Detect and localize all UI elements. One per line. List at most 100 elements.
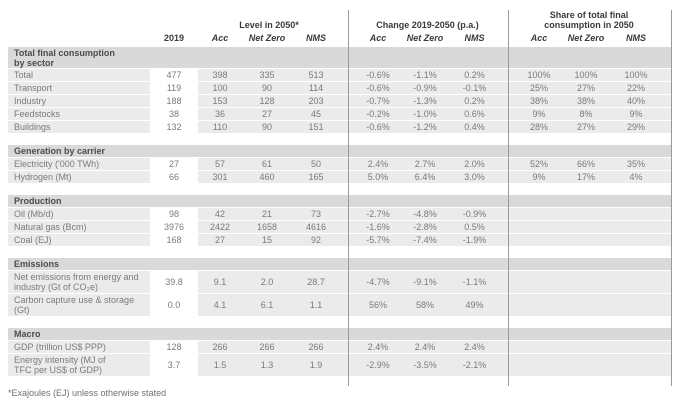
cell-change-acc: -0.7% <box>366 96 390 106</box>
cell-share-netzero: 27% <box>576 122 595 132</box>
cell-level-acc: 100 <box>212 83 228 93</box>
cell-change-nms: -1.1% <box>462 277 487 287</box>
cell-change-nms: -0.9% <box>462 209 487 219</box>
cell-2019: 132 <box>150 121 198 133</box>
row-label: Total <box>14 70 34 80</box>
cell-share-acc <box>517 208 561 220</box>
cell-share-nms <box>611 271 661 293</box>
cell-change-acc: -4.7% <box>366 277 390 287</box>
group-header-level-label: Level in 2050* <box>239 20 299 30</box>
cell-level-netzero: 128 <box>259 96 275 106</box>
group-header-change-label: Change 2019-2050 (p.a.) <box>376 20 479 30</box>
cell-level-nms: 266 <box>308 342 324 352</box>
row-label: Energy intensity (MJ of TFC per US$ of G… <box>14 355 106 375</box>
cell-share-acc: 25% <box>529 83 548 93</box>
cell-level-nms: 4616 <box>305 222 327 232</box>
column-group-header-row: Level in 2050* Change 2019-2050 (p.a.) S… <box>8 6 672 30</box>
section-title-row: Generation by carrier <box>8 145 672 157</box>
cell-share-acc <box>517 294 561 316</box>
cell-share-acc: 28% <box>529 122 548 132</box>
cell-share-netzero <box>561 354 611 376</box>
cell-change-nms: 49% <box>465 300 484 310</box>
column-header-level-nms: NMS <box>306 33 326 43</box>
cell-share-acc: 9% <box>532 109 546 119</box>
cell-share-netzero <box>561 271 611 293</box>
row-label: Industry <box>14 96 47 106</box>
section-title: Emissions <box>14 259 60 269</box>
cell-share-acc: 100% <box>527 70 551 80</box>
cell-change-netzero: -0.9% <box>413 83 437 93</box>
table-row: Hydrogen (Mt) 66 301 460 165 5.0% 6.4% 3… <box>8 171 672 183</box>
cell-share-acc <box>517 341 561 353</box>
group-header-level-2050: Level in 2050* <box>198 20 340 30</box>
cell-share-nms: 40% <box>626 96 645 106</box>
table-row: Total 477 398 335 513 -0.6% -1.1% 0.2% 1… <box>8 69 672 81</box>
row-label: GDP (trillion US$ PPP) <box>14 342 106 352</box>
section-production: Production Oil (Mb/d) 98 42 21 73 -2.7% … <box>8 195 677 246</box>
section-title: Macro <box>14 329 41 339</box>
cell-change-nms: 0.2% <box>464 70 485 80</box>
cell-2019: 98 <box>150 208 198 220</box>
cell-change-acc: 56% <box>368 300 387 310</box>
divider-right-edge <box>671 10 672 386</box>
cell-level-acc: 266 <box>212 342 228 352</box>
cell-change-netzero: -9.1% <box>413 277 437 287</box>
cell-share-nms: 100% <box>624 70 648 80</box>
cell-level-netzero: 21 <box>261 209 272 219</box>
cell-change-netzero: -1.0% <box>413 109 437 119</box>
cell-level-nms: 203 <box>308 96 324 106</box>
cell-level-nms: 28.7 <box>307 277 325 287</box>
cell-level-netzero: 335 <box>259 70 275 80</box>
cell-level-nms: 1.9 <box>309 360 323 370</box>
cell-share-nms: 4% <box>629 172 643 182</box>
cell-level-acc: 2422 <box>209 222 231 232</box>
cell-level-nms: 114 <box>308 83 324 93</box>
section-title: Production <box>14 196 62 206</box>
cell-level-nms: 165 <box>308 172 324 182</box>
section-title-row: Emissions <box>8 258 672 270</box>
cell-share-nms <box>611 341 661 353</box>
cell-share-nms <box>611 208 661 220</box>
group-header-change: Change 2019-2050 (p.a.) <box>356 20 499 30</box>
cell-level-acc: 110 <box>212 122 228 132</box>
cell-2019: 3.7 <box>150 354 198 376</box>
table-row: Carbon capture use & storage (Gt) 0.0 4.… <box>8 294 672 316</box>
cell-2019: 3976 <box>150 221 198 233</box>
cell-share-acc <box>517 221 561 233</box>
cell-change-netzero: -7.4% <box>413 235 437 245</box>
cell-level-acc: 42 <box>214 209 225 219</box>
cell-share-netzero: 8% <box>579 109 593 119</box>
cell-level-netzero: 90 <box>261 122 272 132</box>
cell-share-nms: 9% <box>629 109 643 119</box>
section-generation-by-carrier: Generation by carrier Electricity ('000 … <box>8 145 677 183</box>
cell-share-netzero: 27% <box>576 83 595 93</box>
cell-level-acc: 9.1 <box>213 277 227 287</box>
cell-change-acc: -2.9% <box>366 360 390 370</box>
cell-level-netzero: 266 <box>259 342 275 352</box>
cell-share-netzero: 100% <box>574 70 598 80</box>
group-header-share: Share of total final consumption in 2050 <box>517 10 661 30</box>
table-row: Buildings 132 110 90 151 -0.6% -1.2% 0.4… <box>8 121 672 133</box>
section-title: Total final consumption by sector <box>14 47 115 68</box>
cell-2019: 128 <box>150 341 198 353</box>
cell-change-acc: -0.6% <box>366 70 390 80</box>
table-row: Natural gas (Bcm) 3976 2422 1658 4616 -1… <box>8 221 672 233</box>
column-header-change-nms: NMS <box>464 33 485 43</box>
column-header-share-acc: Acc <box>530 33 548 43</box>
column-header-level-netzero: Net Zero <box>248 33 286 43</box>
cell-share-netzero <box>561 208 611 220</box>
cell-share-acc: 9% <box>532 172 546 182</box>
row-label: Natural gas (Bcm) <box>14 222 87 232</box>
cell-share-netzero <box>561 221 611 233</box>
column-header-change-acc: Acc <box>369 33 387 43</box>
section-title: Generation by carrier <box>14 146 106 156</box>
table-row: GDP (trillion US$ PPP) 128 266 266 266 2… <box>8 341 672 353</box>
cell-change-netzero: 6.4% <box>414 172 436 182</box>
cell-change-acc: 2.4% <box>367 342 389 352</box>
section-title-row: Production <box>8 195 672 207</box>
section-title-row: Macro <box>8 328 672 340</box>
table-footnote: *Exajoules (EJ) unless otherwise stated <box>8 388 167 398</box>
row-label: Hydrogen (Mt) <box>14 172 72 182</box>
cell-share-netzero <box>561 234 611 246</box>
